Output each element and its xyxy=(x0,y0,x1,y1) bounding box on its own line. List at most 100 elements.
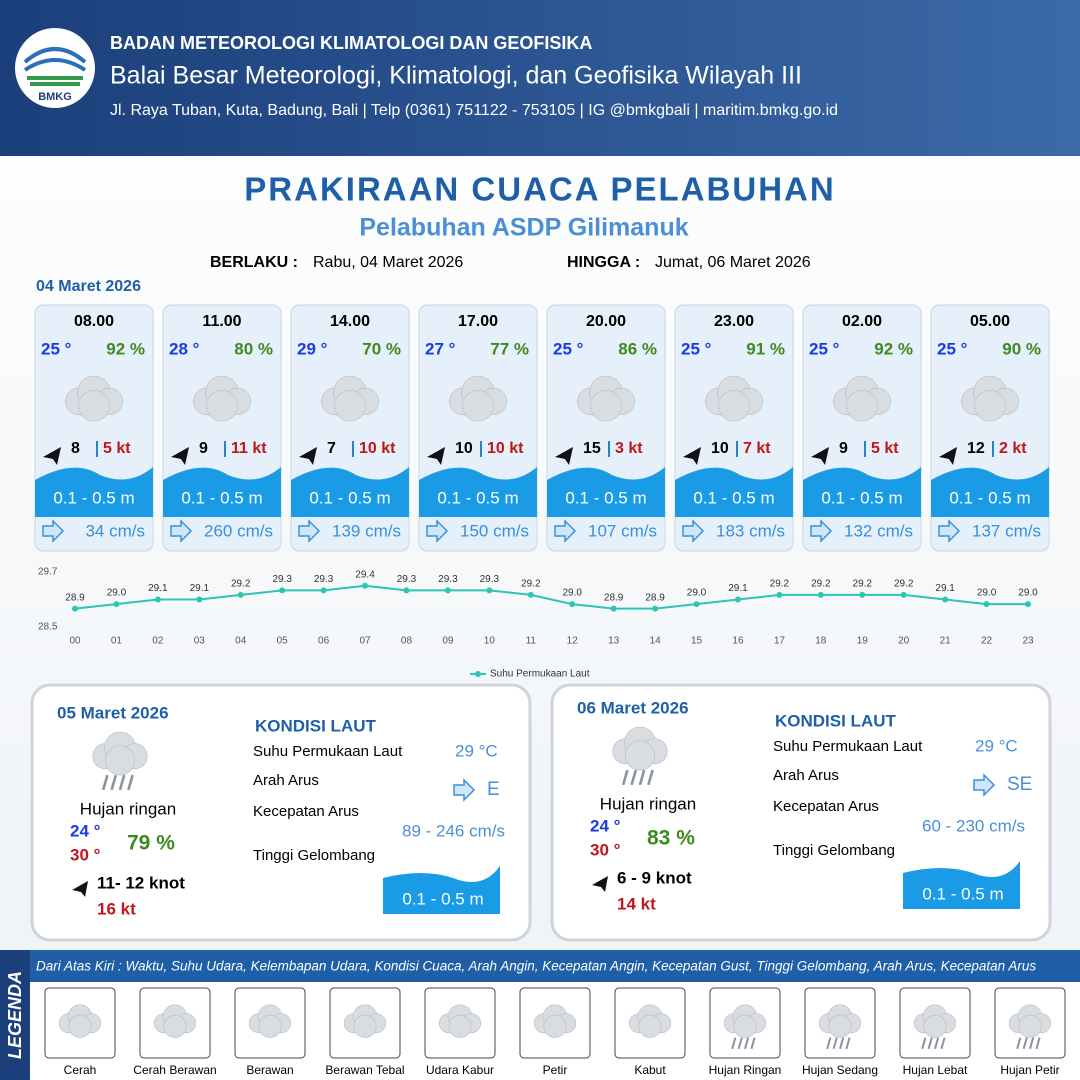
current-arrow xyxy=(298,519,321,543)
wind-arrow xyxy=(427,447,445,465)
cloud-puff xyxy=(974,390,1006,422)
current-arrow xyxy=(426,519,449,543)
from: Rabu, 04 Maret 2026 xyxy=(313,254,463,271)
legend-item: Petir xyxy=(543,1063,568,1077)
cloud-puff xyxy=(68,1014,92,1038)
wave xyxy=(163,467,281,517)
current: 260 cm/s xyxy=(204,521,273,540)
value-label: 29.3 xyxy=(480,574,500,585)
gust: 10 kt xyxy=(487,440,524,457)
weather-icon xyxy=(533,1004,577,1038)
dir-arrow xyxy=(453,778,476,802)
point xyxy=(900,591,907,598)
wave-text: 0.1 - 0.5 m xyxy=(53,488,134,507)
cloud-puff xyxy=(163,1014,187,1038)
speed: 60 - 230 cm/s xyxy=(922,816,1025,835)
wave xyxy=(675,467,793,517)
cloud-puff xyxy=(78,390,110,422)
logo-text: BMKG xyxy=(38,91,72,103)
time: 20.00 xyxy=(586,313,626,330)
value-label: 29.0 xyxy=(107,588,127,599)
header-bg xyxy=(0,0,1080,156)
current-arrow xyxy=(682,519,705,543)
legend-item: Hujan Lebat xyxy=(903,1063,968,1077)
day-wind: 11- 12 knot xyxy=(97,873,185,892)
humidity: 86 % xyxy=(618,339,657,358)
rain xyxy=(940,1037,946,1050)
point xyxy=(486,587,493,594)
point xyxy=(279,587,286,594)
legend-name: Suhu Permukaan Laut xyxy=(490,669,590,680)
wave-text: 0.1 - 0.5 m xyxy=(309,488,390,507)
x-tick-label: 19 xyxy=(857,636,869,647)
current-arrow xyxy=(938,519,961,543)
x-tick-label: 04 xyxy=(235,636,247,647)
legend-item: Berawan Tebal xyxy=(325,1063,404,1077)
value-label: 29.1 xyxy=(148,583,168,594)
time: 17.00 xyxy=(458,313,498,330)
gust: 7 kt xyxy=(743,440,771,457)
rain xyxy=(826,1037,832,1050)
point xyxy=(527,591,534,598)
point xyxy=(444,587,451,594)
wind-arrow xyxy=(811,447,829,465)
cloud-puff xyxy=(733,1014,757,1038)
x-tick-label: 06 xyxy=(318,636,330,647)
y-tick-label: 29.7 xyxy=(38,567,58,578)
rain xyxy=(731,1037,737,1050)
current: 183 cm/s xyxy=(716,521,785,540)
rain xyxy=(1022,1037,1028,1050)
weather-icon xyxy=(58,1004,102,1038)
weather-icon xyxy=(818,1004,862,1050)
wave-box xyxy=(903,861,1020,909)
rain xyxy=(1016,1037,1022,1050)
value-label: 29.0 xyxy=(977,588,997,599)
rain xyxy=(110,774,118,791)
temp: 25 ° xyxy=(553,339,584,358)
value-label: 29.3 xyxy=(272,574,292,585)
value-label: 29.2 xyxy=(853,579,873,590)
wind-arrow xyxy=(683,447,701,465)
current: 34 cm/s xyxy=(85,521,145,540)
x-tick-label: 20 xyxy=(898,636,910,647)
rain xyxy=(1029,1037,1035,1050)
temp-max: 30 ° xyxy=(70,845,101,864)
weather-icon xyxy=(913,1004,957,1050)
wind-arrow xyxy=(555,447,573,465)
forecast-date: 04 Maret 2026 xyxy=(36,278,141,295)
weather-icon xyxy=(65,375,123,422)
weather-icon xyxy=(577,375,635,422)
rain xyxy=(630,769,638,786)
temp: 25 ° xyxy=(41,339,72,358)
x-tick-label: 21 xyxy=(940,636,952,647)
legend-title: LEGENDA xyxy=(5,971,25,1059)
x-tick-label: 12 xyxy=(567,636,579,647)
wind: 10 xyxy=(455,440,473,457)
point xyxy=(693,601,700,608)
wind: 8 xyxy=(71,440,80,457)
wave xyxy=(547,467,665,517)
weather-icon xyxy=(628,1004,672,1038)
to-label: HINGGA : xyxy=(567,254,640,271)
gust: 11 kt xyxy=(231,440,267,457)
weather-icon xyxy=(705,375,763,422)
rain xyxy=(934,1037,940,1050)
wind-arrow xyxy=(939,447,957,465)
weather-icon xyxy=(321,375,379,422)
dir-label: Arah Arus xyxy=(253,772,319,789)
rain xyxy=(921,1037,927,1050)
wave-box xyxy=(383,866,500,914)
point xyxy=(859,591,866,598)
point xyxy=(610,605,617,612)
wind: 10 xyxy=(711,440,729,457)
title: PRAKIRAAN CUACA PELABUHAN xyxy=(244,171,835,208)
to: Jumat, 06 Maret 2026 xyxy=(655,254,811,271)
value-label: 29.1 xyxy=(728,583,748,594)
temp: 25 ° xyxy=(681,339,712,358)
value-label: 29.0 xyxy=(1018,588,1038,599)
temp: 29 ° xyxy=(297,339,328,358)
x-tick-label: 05 xyxy=(277,636,289,647)
wave xyxy=(931,467,1049,517)
sst-label: Suhu Permukaan Laut xyxy=(773,738,923,755)
